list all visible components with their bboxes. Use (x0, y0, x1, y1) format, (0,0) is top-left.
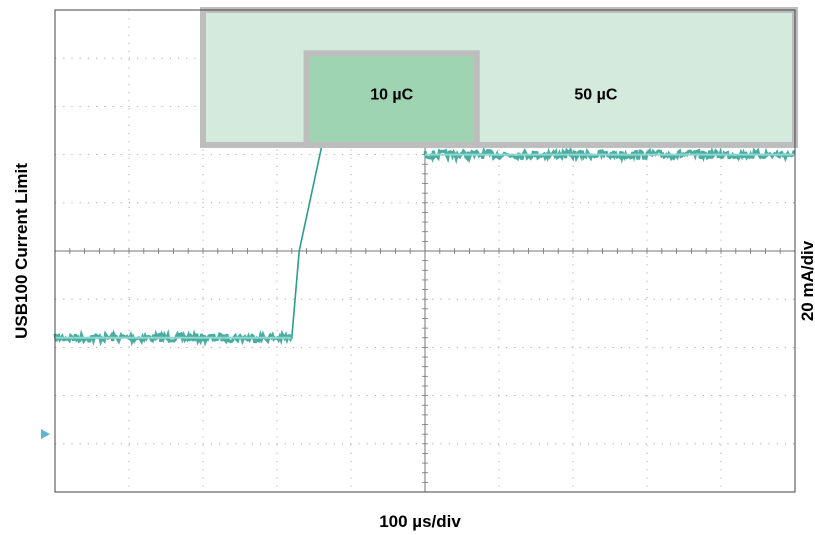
region-label-large: 50 µC (574, 86, 617, 103)
grid (54, 9, 796, 493)
region-1 (303, 50, 480, 148)
y-axis-label-left: USB100 Current Limit (12, 163, 31, 339)
annotation-regions: 10 µC 50 µC (200, 7, 798, 148)
region-label-small: 10 µC (370, 86, 413, 103)
y-axis-label-right: 20 mA/div (798, 240, 815, 321)
plot-frame (54, 9, 796, 493)
ground-marker (41, 429, 50, 440)
trace-band-1 (423, 145, 796, 165)
ground-marker-icon (41, 429, 50, 440)
x-axis-label: 100 µs/div (379, 512, 461, 531)
region-0 (200, 7, 798, 148)
current-trace (53, 9, 796, 348)
